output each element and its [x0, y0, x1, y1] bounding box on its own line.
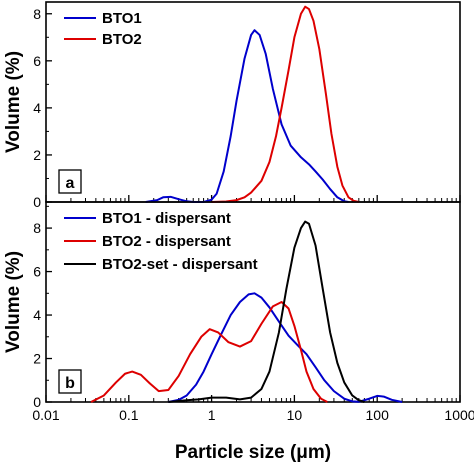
y-tick-label-b-2: 4 — [33, 307, 41, 323]
y-tick-label-a-1: 2 — [33, 147, 41, 163]
legend-b: BTO1 - dispersant BTO2 - dispersant BTO2… — [64, 210, 258, 273]
legend-label-bto2-dispersant: BTO2 - dispersant — [102, 233, 231, 250]
series-line-b-1 — [90, 301, 328, 403]
panel-label-a: a — [66, 175, 75, 192]
series-line-b-2 — [168, 220, 365, 403]
legend-label-bto1-dispersant: BTO1 - dispersant — [102, 210, 231, 227]
y-tick-label-a-2: 4 — [33, 100, 41, 116]
legend-label-bto1: BTO1 — [102, 10, 142, 27]
y-tick-label-a-4: 8 — [33, 6, 41, 22]
series-line-a-1 — [211, 5, 360, 203]
legend-label-bto2-set-dispersant: BTO2-set - dispersant — [102, 256, 258, 273]
series-line-a-0 — [145, 29, 349, 203]
legend-a: BTO1 BTO2 — [64, 10, 142, 48]
panel-label-b: b — [65, 375, 75, 392]
y-axis-title-b: Volume (%) — [3, 251, 24, 353]
x-tick-label-4: 100 — [366, 407, 390, 423]
y-axis-title-a: Volume (%) — [3, 51, 24, 153]
panel-label-box-a — [58, 169, 82, 194]
x-tick-label-0: 0.01 — [32, 407, 59, 423]
panel-b: 0 2 4 6 8 0.01 0.1 1 10 100 1000 BTO1 - dispersant… — [32, 201, 474, 423]
y-tick-label-b-1: 2 — [33, 351, 41, 367]
y-tick-label-b-3: 6 — [33, 264, 41, 280]
panel-label-box-b — [58, 369, 82, 394]
y-tick-label-b-4: 8 — [33, 220, 41, 236]
y-tick-label-b-0: 0 — [33, 394, 41, 410]
series-line-b-0 — [168, 292, 403, 403]
legend-label-bto2: BTO2 — [102, 31, 142, 48]
panel-a: 0 2 4 6 8 BTO1 BTO2 a — [33, 1, 461, 210]
x-tick-label-2: 1 — [208, 407, 216, 423]
x-axis-title: Particle size (μm) — [175, 442, 331, 463]
x-tick-label-3: 10 — [287, 407, 303, 423]
y-tick-label-a-3: 6 — [33, 53, 41, 69]
x-tick-label-5: 1000 — [444, 407, 474, 423]
x-tick-label-1: 0.1 — [119, 407, 139, 423]
y-tick-label-a-0: 0 — [33, 194, 41, 210]
panel-b-frame — [45, 201, 461, 403]
